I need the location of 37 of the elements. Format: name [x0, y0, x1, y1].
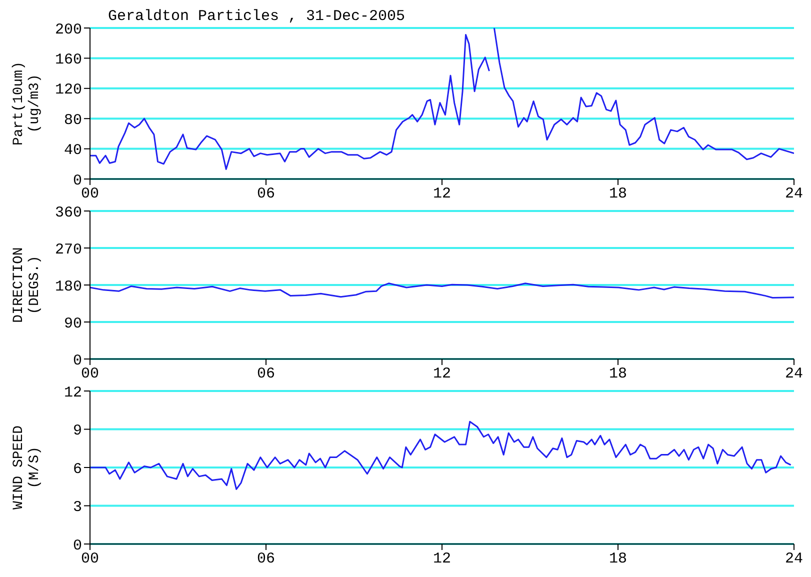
x-tick-label: 24 — [784, 366, 804, 383]
chart-title: Geraldton Particles , 31-Dec-2005 — [108, 8, 406, 25]
y-tick-label: 9 — [72, 422, 82, 440]
y-axis-title: Part(10um) (ug/m3) — [11, 61, 43, 146]
y-tick-label: 0 — [72, 352, 82, 370]
x-tick-label: 24 — [784, 550, 804, 568]
x-tick-label: 00 — [80, 366, 100, 383]
x-tick-label: 00 — [80, 186, 100, 203]
line-series — [90, 282, 794, 298]
y-tick-label: 12 — [64, 384, 82, 402]
y-tick-label: 270 — [54, 241, 82, 258]
y-tick-label: 0 — [72, 537, 82, 554]
y-tick-label: 80 — [64, 112, 82, 129]
x-tick-label: 18 — [608, 366, 628, 383]
x-tick-label: 18 — [608, 550, 628, 568]
y-axis-title: WIND SPEED (M/S) — [11, 425, 43, 510]
y-axis-title: DIRECTION (DEGS.) — [11, 247, 43, 323]
y-tick-label: 90 — [64, 315, 82, 332]
x-tick-label: 00 — [80, 550, 100, 568]
x-tick-label: 06 — [256, 186, 276, 203]
y-tick-label: 160 — [54, 52, 82, 69]
x-tick-label: 24 — [784, 186, 804, 203]
x-tick-label: 12 — [432, 550, 452, 568]
x-tick-label: 06 — [256, 550, 276, 568]
y-tick-label: 6 — [72, 460, 82, 478]
y-tick-label: 3 — [72, 499, 82, 516]
y-tick-label: 360 — [54, 204, 82, 222]
x-tick-label: 06 — [256, 366, 276, 383]
y-tick-label: 40 — [64, 142, 82, 160]
y-tick-label: 200 — [54, 21, 82, 38]
line-series — [90, 420, 792, 490]
y-tick-label: 180 — [54, 278, 82, 296]
x-tick-label: 12 — [432, 186, 452, 203]
x-tick-label: 12 — [432, 366, 452, 383]
x-tick-label: 18 — [608, 186, 628, 203]
y-tick-label: 0 — [72, 172, 82, 190]
y-tick-label: 120 — [54, 82, 82, 99]
